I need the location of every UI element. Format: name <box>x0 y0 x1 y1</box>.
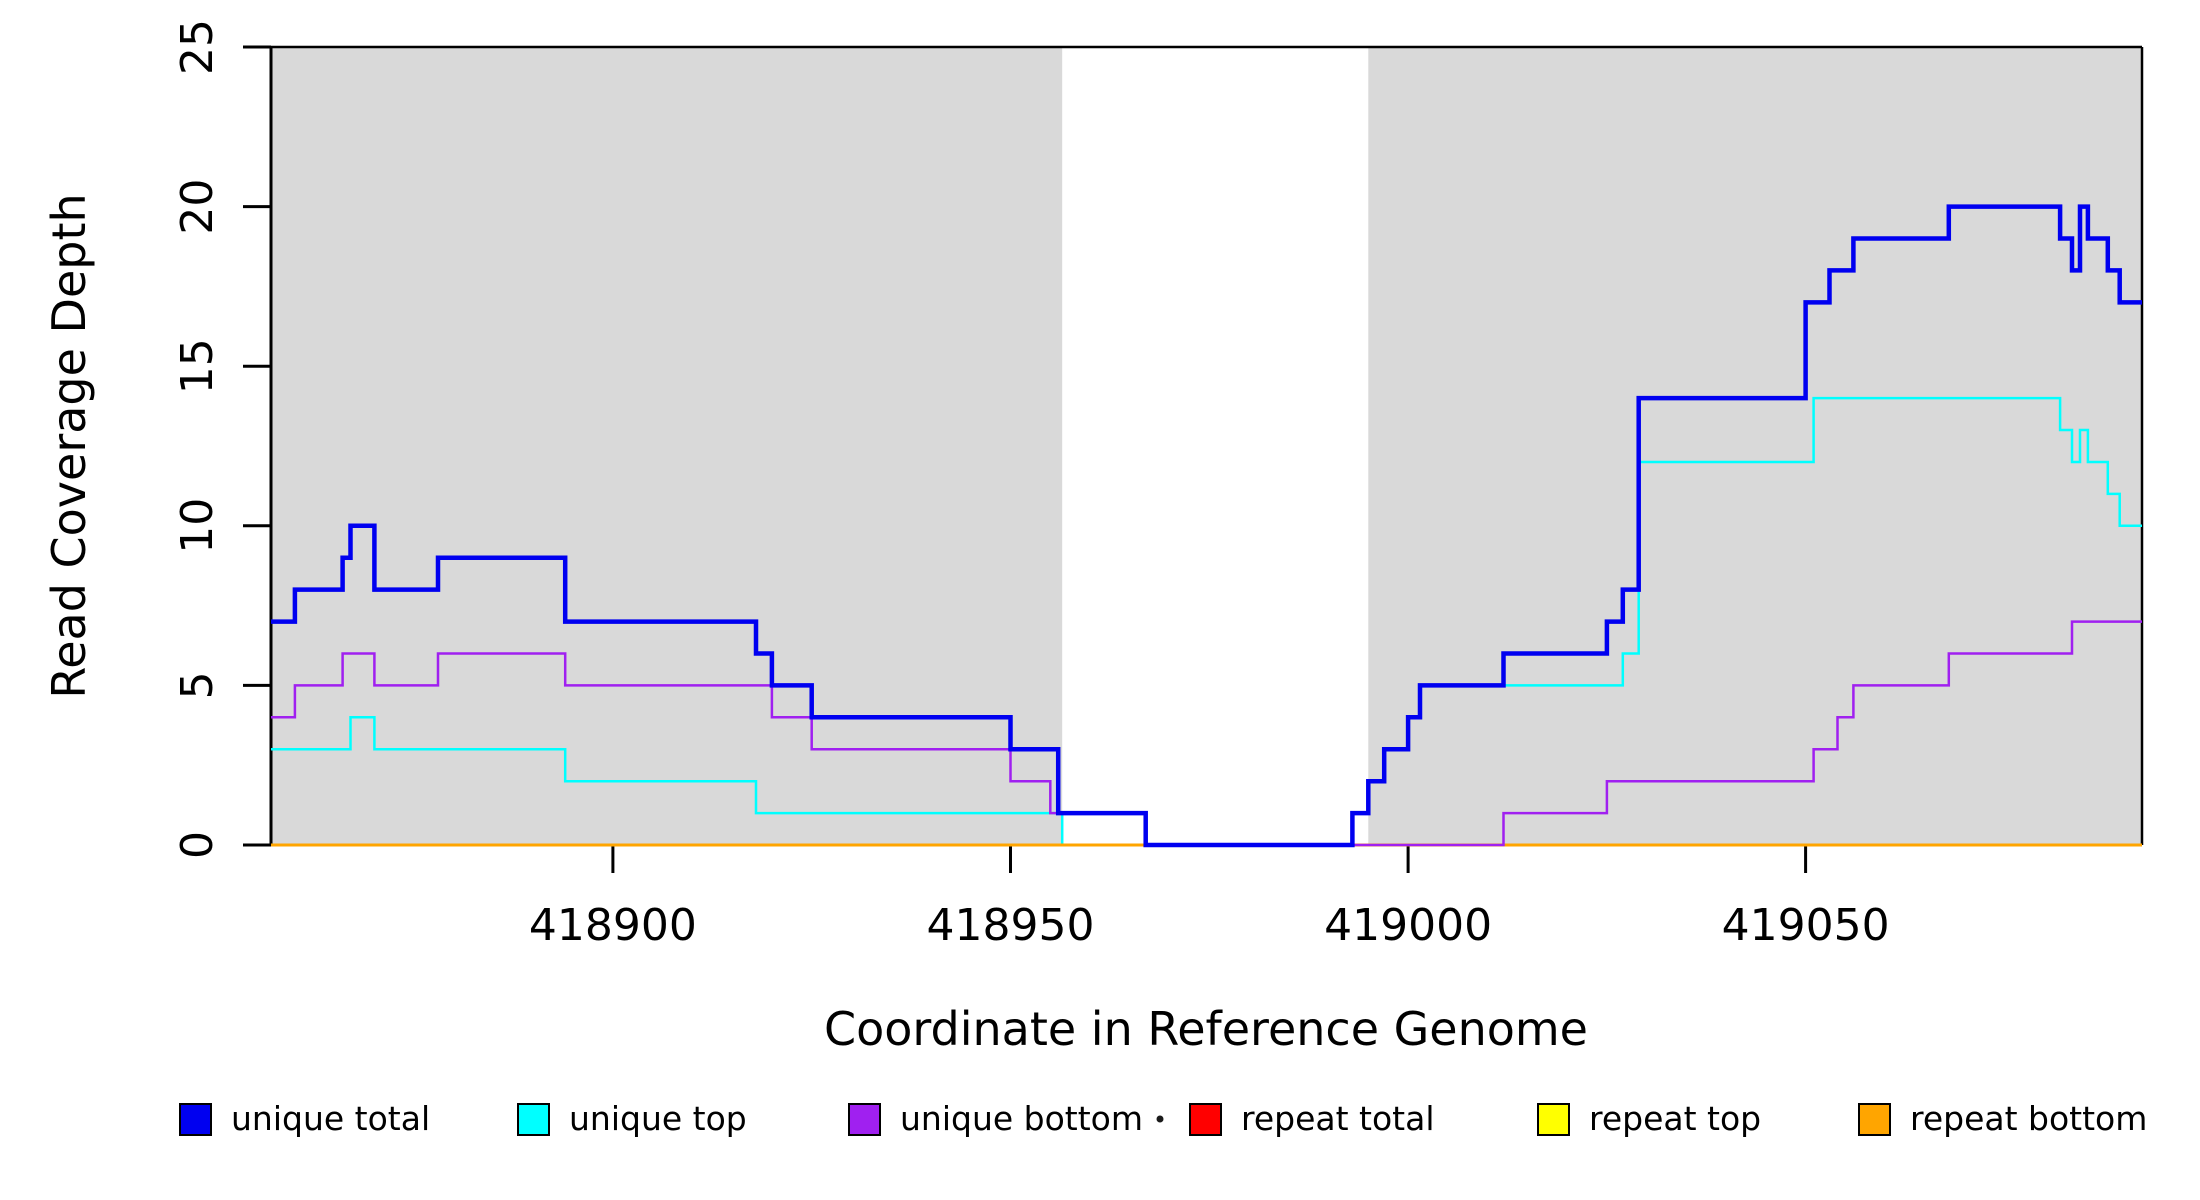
legend-swatch-repeat-total <box>1189 1103 1222 1136</box>
x-tick-label: 419000 <box>1324 900 1492 951</box>
legend-label-repeat-top: repeat top <box>1589 1099 1761 1138</box>
legend-label-repeat-bottom: repeat bottom <box>1910 1099 2147 1138</box>
y-tick-label: 15 <box>172 338 223 394</box>
y-tick-label: 0 <box>172 831 223 859</box>
y-tick-label: 10 <box>172 498 223 554</box>
stray-dot <box>1156 1115 1164 1123</box>
x-tick-label: 418900 <box>529 900 697 951</box>
y-axis-title: Read Coverage Depth <box>42 193 96 698</box>
legend-swatch-unique-bottom <box>848 1103 881 1136</box>
series-line-unique-total <box>271 204 2142 848</box>
legend-label-unique-bottom: unique bottom <box>900 1099 1143 1138</box>
legend-swatch-repeat-bottom <box>1858 1103 1891 1136</box>
legend: unique total unique top unique bottom repea… <box>179 1099 2147 1138</box>
x-tick-label: 419050 <box>1722 900 1890 951</box>
legend-swatch-unique-top <box>517 1103 550 1136</box>
legend-swatch-repeat-top <box>1537 1103 1570 1136</box>
legend-label-unique-total: unique total <box>231 1099 430 1138</box>
plot-borders <box>271 45 2144 845</box>
shaded-alignment-regions <box>271 47 2142 845</box>
x-axis-title: Coordinate in Reference Genome <box>824 1002 1588 1056</box>
y-tick-label: 5 <box>172 671 223 699</box>
series-lines <box>271 204 2142 848</box>
y-tick-label: 25 <box>172 19 223 75</box>
axes-and-ticks: 418900 418950 419000 419050 0 5 10 15 20 25 <box>172 19 2142 951</box>
legend-label-unique-top: unique top <box>569 1099 747 1138</box>
series-line-unique-bottom <box>271 620 2142 847</box>
legend-label-repeat-total: repeat total <box>1241 1099 1435 1138</box>
y-tick-label: 20 <box>172 179 223 235</box>
legend-swatch-unique-total <box>179 1103 212 1136</box>
shaded-region <box>271 47 1063 845</box>
shaded-region <box>1368 47 2142 845</box>
x-tick-label: 418950 <box>927 900 1095 951</box>
